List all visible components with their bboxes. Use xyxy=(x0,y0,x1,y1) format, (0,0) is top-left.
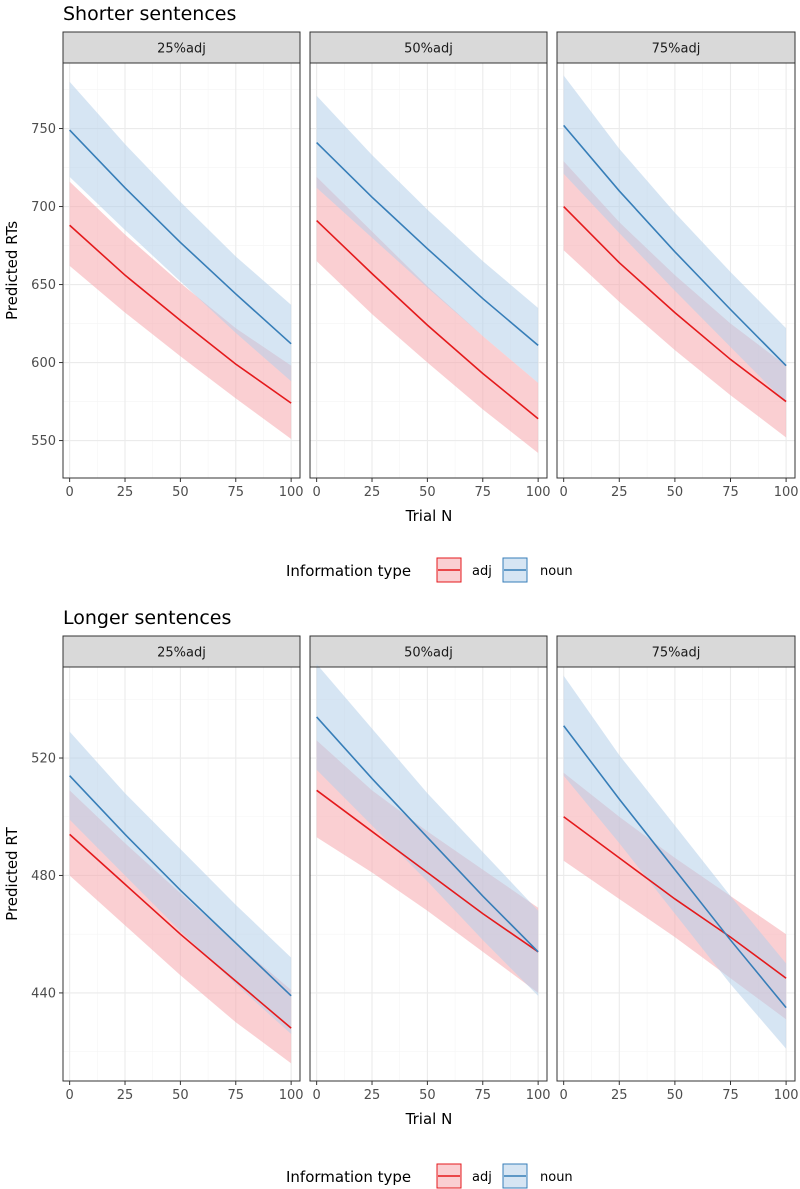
line-adj xyxy=(69,833,292,1029)
x-tick-label: 75 xyxy=(474,485,491,500)
x-tick-label: 75 xyxy=(474,1088,491,1103)
strip-background xyxy=(309,635,548,668)
panel-border xyxy=(62,62,301,479)
x-tick-label: 25 xyxy=(364,485,381,500)
ribbon-noun xyxy=(69,731,292,1035)
ribbon-adj xyxy=(316,176,539,454)
x-tick-label: 25 xyxy=(611,1088,628,1103)
x-tick-label: 50 xyxy=(667,485,684,500)
panel-75%adj: 75%adj 0 25 50 75 100 xyxy=(556,31,799,500)
x-tick-label: 100 xyxy=(279,485,304,500)
line-adj xyxy=(316,220,539,420)
y-axis-title: Predicted RTs xyxy=(3,221,21,320)
ribbon-noun xyxy=(563,675,787,1049)
legend-label-noun: noun xyxy=(540,564,573,579)
line-noun xyxy=(563,725,787,1009)
line-adj xyxy=(316,789,539,953)
ribbon-noun xyxy=(69,81,292,382)
y-tick-label: 600 xyxy=(31,356,56,371)
x-tick-label: 100 xyxy=(279,1088,304,1103)
y-tick-label: 480 xyxy=(31,869,56,884)
legend-title: Information type xyxy=(286,562,411,580)
x-tick-label: 0 xyxy=(66,485,74,500)
x-tick-label: 25 xyxy=(117,1088,134,1103)
strip-label: 50%adj xyxy=(404,42,453,57)
panel-25%adj: 25%adj 0 25 50 75 100 550 600 650 700 750 xyxy=(31,31,304,500)
line-noun xyxy=(563,124,787,367)
line-noun xyxy=(316,142,539,347)
x-axis-title: Trial N xyxy=(405,507,453,525)
legend: Information type adj noun xyxy=(286,557,573,583)
panel-75%adj: 75%adj 0 25 50 75 100 xyxy=(556,635,799,1103)
strip-background xyxy=(62,635,301,668)
y-tick-label: 700 xyxy=(31,200,56,215)
x-tick-label: 75 xyxy=(227,1088,244,1103)
legend-label-noun: noun xyxy=(540,1170,573,1185)
y-tick-label: 650 xyxy=(31,278,56,293)
strip-background xyxy=(556,31,796,64)
panel-50%adj: 50%adj 0 25 50 75 100 xyxy=(309,31,551,500)
x-tick-label: 0 xyxy=(560,485,568,500)
x-tick-label: 50 xyxy=(419,485,436,500)
x-tick-label: 50 xyxy=(667,1088,684,1103)
x-tick-label: 75 xyxy=(722,485,739,500)
x-tick-label: 100 xyxy=(774,1088,799,1103)
x-tick-label: 0 xyxy=(66,1088,74,1103)
x-tick-label: 0 xyxy=(560,1088,568,1103)
ribbon-adj xyxy=(69,181,292,439)
strip-label: 25%adj xyxy=(157,42,206,57)
x-tick-label: 25 xyxy=(364,1088,381,1103)
x-tick-label: 0 xyxy=(313,485,321,500)
y-tick-label: 550 xyxy=(31,434,56,449)
line-adj xyxy=(563,205,787,403)
x-tick-label: 75 xyxy=(722,1088,739,1103)
panel-50%adj: 50%adj 0 25 50 75 100 xyxy=(309,635,551,1103)
line-adj xyxy=(563,816,787,979)
line-noun xyxy=(69,775,292,997)
chart-title: Shorter sentences xyxy=(63,3,236,25)
ribbon-noun xyxy=(563,75,787,404)
chart-1: Longer sentences 25%adj 0 25 50 75 100 440 480 52… xyxy=(3,607,799,1189)
strip-label: 75%adj xyxy=(652,42,701,57)
y-tick-label: 750 xyxy=(31,122,56,137)
panel-border xyxy=(62,666,301,1082)
chart-title: Longer sentences xyxy=(63,607,231,629)
chart-0: Shorter sentences 25%adj 0 25 50 75 100 550 600 6… xyxy=(3,3,799,583)
panel-border xyxy=(309,62,548,479)
line-noun xyxy=(316,716,539,953)
panel-border xyxy=(556,666,796,1082)
x-tick-label: 100 xyxy=(526,1088,551,1103)
x-tick-label: 100 xyxy=(526,485,551,500)
line-noun xyxy=(69,129,292,345)
y-tick-label: 520 xyxy=(31,752,56,767)
y-tick-label: 440 xyxy=(31,986,56,1001)
x-tick-label: 0 xyxy=(313,1088,321,1103)
strip-background xyxy=(62,31,301,64)
y-axis-title: Predicted RT xyxy=(3,826,21,921)
x-tick-label: 50 xyxy=(172,1088,189,1103)
strip-label: 25%adj xyxy=(157,646,206,661)
legend: Information type adj noun xyxy=(286,1163,573,1189)
panel-border xyxy=(309,666,548,1082)
x-tick-label: 25 xyxy=(117,485,134,500)
legend-label-adj: adj xyxy=(472,1170,492,1185)
panel-25%adj: 25%adj 0 25 50 75 100 440 480 520 xyxy=(31,635,304,1103)
line-adj xyxy=(69,224,292,404)
strip-label: 75%adj xyxy=(652,646,701,661)
panel-border xyxy=(556,62,796,479)
ribbon-noun xyxy=(316,95,539,383)
legend-label-adj: adj xyxy=(472,564,492,579)
strip-background xyxy=(556,635,796,668)
x-tick-label: 75 xyxy=(227,485,244,500)
x-tick-label: 25 xyxy=(611,485,628,500)
x-tick-label: 50 xyxy=(419,1088,436,1103)
legend-title: Information type xyxy=(286,1168,411,1186)
x-tick-label: 100 xyxy=(774,485,799,500)
strip-label: 50%adj xyxy=(404,646,453,661)
x-axis-title: Trial N xyxy=(405,1110,453,1128)
x-tick-label: 50 xyxy=(172,485,189,500)
